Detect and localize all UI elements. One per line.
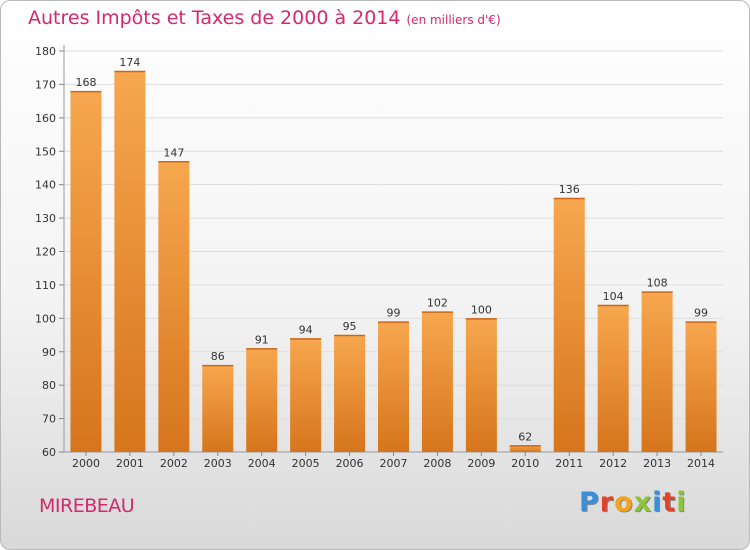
chart-subtitle: (en milliers d'€) — [406, 13, 501, 27]
x-tick-label-2008: 2008 — [423, 457, 451, 470]
bar-2013[interactable] — [641, 291, 673, 452]
bar-2009[interactable] — [465, 318, 497, 452]
logo-letter: P — [579, 487, 600, 518]
value-label-2008: 102 — [427, 297, 448, 310]
y-tick-label: 80 — [42, 379, 56, 392]
y-tick-label: 170 — [35, 78, 56, 91]
bar-2005[interactable] — [290, 338, 322, 452]
bar-2014[interactable] — [685, 321, 717, 452]
logo-letter: r — [599, 487, 615, 518]
logo-letter: i — [676, 487, 687, 518]
proxiti-logo[interactable]: Proxiti — [579, 487, 687, 518]
value-label-2012: 104 — [603, 290, 624, 303]
value-label-2013: 108 — [647, 277, 668, 290]
value-label-2006: 95 — [343, 320, 357, 333]
x-tick-label-2007: 2007 — [380, 457, 408, 470]
y-tick-label: 90 — [42, 346, 56, 359]
x-tick-label-2009: 2009 — [467, 457, 495, 470]
bar-2012[interactable] — [597, 304, 629, 452]
bar-2000[interactable] — [70, 91, 102, 452]
bar-2008[interactable] — [421, 311, 453, 452]
value-label-2002: 147 — [163, 146, 184, 159]
x-tick-label-2005: 2005 — [292, 457, 320, 470]
value-label-2004: 91 — [255, 333, 269, 346]
x-tick-label-2013: 2013 — [643, 457, 671, 470]
logo-letter: x — [633, 487, 653, 518]
x-tick-label-2001: 2001 — [116, 457, 144, 470]
value-label-2010: 62 — [518, 430, 532, 443]
bar-2001[interactable] — [114, 71, 146, 453]
x-tick-label-2011: 2011 — [555, 457, 583, 470]
value-label-2001: 174 — [119, 56, 140, 69]
x-tick-label-2006: 2006 — [336, 457, 364, 470]
bar-2010[interactable] — [509, 445, 541, 452]
value-label-2007: 99 — [387, 307, 401, 320]
y-tick-label: 160 — [35, 112, 56, 125]
value-label-2005: 94 — [299, 323, 313, 336]
bar-2004[interactable] — [246, 348, 278, 452]
value-label-2014: 99 — [694, 307, 708, 320]
bar-2011[interactable] — [553, 198, 585, 452]
value-label-2003: 86 — [211, 350, 225, 363]
x-tick-label-2010: 2010 — [511, 457, 539, 470]
y-tick-label: 110 — [35, 279, 56, 292]
chart-title: Autres Impôts et Taxes de 2000 à 2014 — [28, 7, 401, 29]
value-label-2009: 100 — [471, 303, 492, 316]
title-line: Autres Impôts et Taxes de 2000 à 2014 (en… — [28, 7, 501, 29]
y-tick-label: 150 — [35, 145, 56, 158]
x-tick-label-2014: 2014 — [687, 457, 715, 470]
y-tick-label: 60 — [42, 446, 56, 459]
y-tick-label: 180 — [35, 45, 56, 58]
bar-2002[interactable] — [158, 161, 190, 452]
y-tick-label: 130 — [35, 212, 56, 225]
x-tick-label-2002: 2002 — [160, 457, 188, 470]
x-tick-label-2012: 2012 — [599, 457, 627, 470]
bar-2003[interactable] — [202, 365, 234, 452]
y-tick-label: 100 — [35, 312, 56, 325]
x-tick-label-2003: 2003 — [204, 457, 232, 470]
y-tick-label: 70 — [42, 413, 56, 426]
value-label-2011: 136 — [559, 183, 580, 196]
value-label-2000: 168 — [75, 76, 96, 89]
city-name: MIREBEAU — [39, 495, 135, 517]
y-tick-label: 140 — [35, 179, 56, 192]
logo-letter: o — [614, 487, 634, 518]
x-tick-label-2000: 2000 — [72, 457, 100, 470]
x-tick-label-2004: 2004 — [248, 457, 276, 470]
bar-2007[interactable] — [378, 321, 409, 452]
logo-letter: t — [662, 487, 677, 518]
bar-2006[interactable] — [334, 335, 366, 452]
logo-letter: i — [652, 487, 663, 518]
y-tick-label: 120 — [35, 246, 56, 259]
